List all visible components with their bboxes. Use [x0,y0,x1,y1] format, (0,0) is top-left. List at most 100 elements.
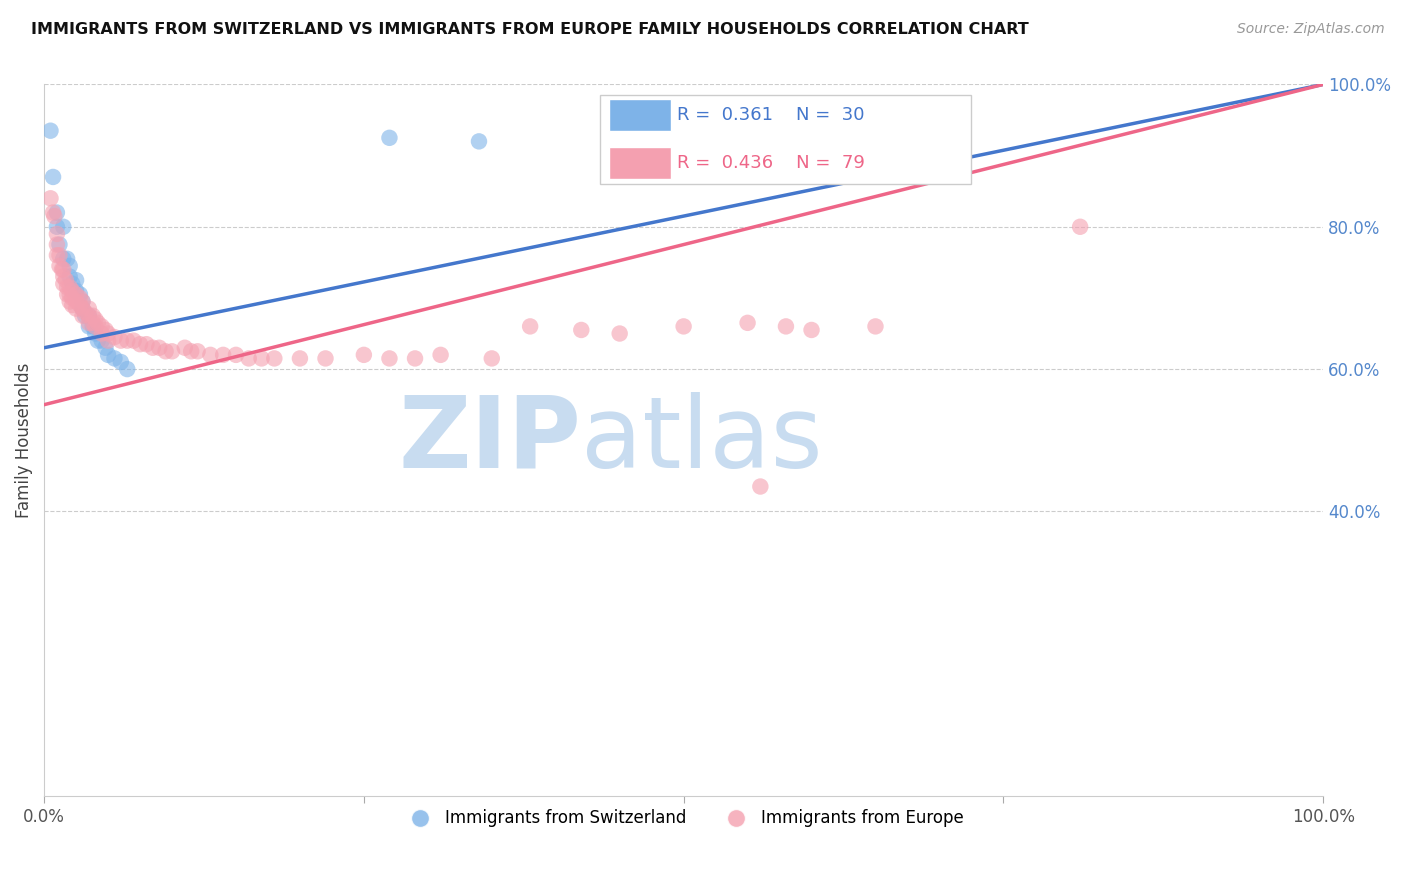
Point [155,344,177,359]
Point [60,284,83,298]
Point [52,252,75,266]
Point [90,326,112,341]
Point [51,262,73,277]
Point [142,341,165,355]
Point [135,337,157,351]
Point [97,348,120,362]
Point [44,209,66,223]
Point [187,344,209,359]
Point [42,169,65,184]
Point [55,273,77,287]
Point [60,277,83,291]
Point [45,205,67,219]
Point [65,273,87,287]
Point [59,269,82,284]
Point [212,348,235,362]
Point [84,319,107,334]
Point [72,294,94,309]
Text: ZIP: ZIP [398,392,581,489]
Point [250,351,273,366]
Y-axis label: Family Households: Family Households [15,362,32,518]
Point [148,341,170,355]
Point [378,351,401,366]
Point [94,341,117,355]
Point [103,351,125,366]
Text: IMMIGRANTS FROM SWITZERLAND VS IMMIGRANTS FROM EUROPE FAMILY HOUSEHOLDS CORRELAT: IMMIGRANTS FROM SWITZERLAND VS IMMIGRANT… [31,22,1029,37]
Point [117,362,139,376]
Point [122,334,145,348]
Point [429,348,451,362]
Point [238,351,260,366]
FancyBboxPatch shape [600,95,972,184]
Point [72,309,94,323]
Point [52,262,75,277]
Point [48,237,70,252]
Point [129,337,152,351]
Point [180,344,202,359]
Point [672,319,695,334]
Point [48,248,70,262]
Point [315,351,337,366]
Point [117,334,139,348]
Point [73,305,96,319]
FancyBboxPatch shape [609,99,671,131]
Point [865,319,887,334]
Text: R =  0.361    N =  30: R = 0.361 N = 30 [678,106,865,124]
Point [404,351,426,366]
Point [97,334,120,348]
Point [65,294,87,309]
Point [59,280,82,294]
Point [45,237,67,252]
Point [73,309,96,323]
Point [77,309,100,323]
Point [263,351,285,366]
Point [77,309,100,323]
Point [77,319,100,334]
Point [72,301,94,316]
Point [82,316,104,330]
Point [52,277,75,291]
Point [72,301,94,316]
Point [288,351,311,366]
Point [90,319,112,334]
Point [200,348,222,362]
Point [56,252,79,266]
Point [94,323,117,337]
Point [84,326,107,341]
Point [110,334,132,348]
Point [82,309,104,323]
Point [468,134,491,148]
Point [65,301,87,316]
Point [69,291,91,305]
Point [609,326,631,341]
Point [519,319,541,334]
Point [59,294,82,309]
Point [160,344,183,359]
Point [84,312,107,326]
Point [353,348,375,362]
Point [60,298,83,312]
Point [72,294,94,309]
Point [569,323,592,337]
Point [87,334,110,348]
Point [1069,219,1091,234]
Point [59,287,82,301]
Point [59,259,82,273]
Point [110,355,132,369]
Text: atlas: atlas [581,392,823,489]
Point [42,205,65,219]
Point [737,316,759,330]
Point [39,191,62,205]
Point [775,319,797,334]
Point [225,348,247,362]
Point [39,124,62,138]
Point [69,298,91,312]
Point [60,291,83,305]
Point [173,341,195,355]
Point [65,284,87,298]
Text: Source: ZipAtlas.com: Source: ZipAtlas.com [1237,22,1385,37]
FancyBboxPatch shape [609,147,671,179]
Point [749,479,772,493]
Point [48,259,70,273]
Point [52,269,75,284]
